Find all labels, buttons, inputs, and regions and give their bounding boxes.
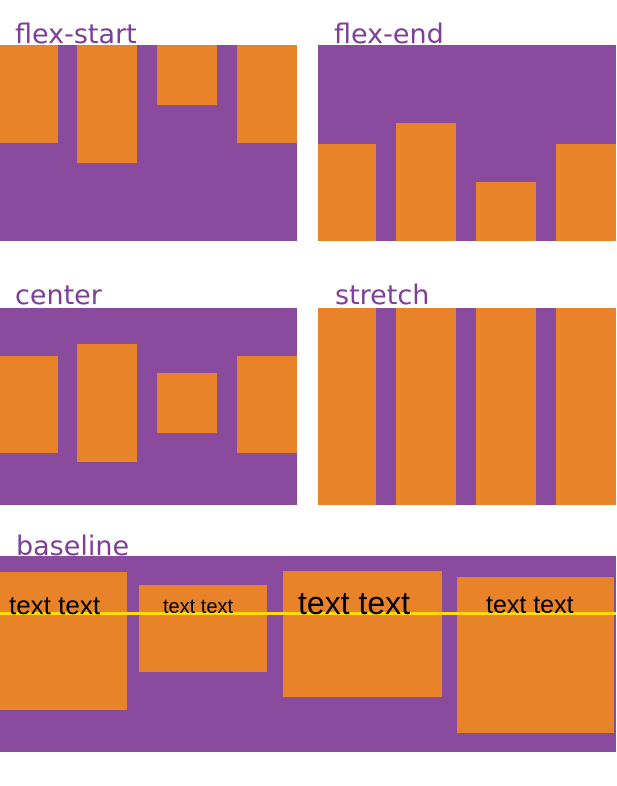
flex-item <box>77 344 137 462</box>
panel-heading-flex-start: flex-start <box>15 19 137 50</box>
panel-heading-center: center <box>15 280 102 311</box>
flex-item <box>396 123 456 241</box>
flex-container-flex-end <box>318 45 616 241</box>
flex-item <box>283 571 442 697</box>
flex-item <box>77 45 137 163</box>
flex-item <box>0 572 127 710</box>
flex-item <box>476 182 536 241</box>
flex-item <box>0 356 58 453</box>
panel-heading-stretch: stretch <box>335 280 430 311</box>
flex-item <box>556 308 616 505</box>
flex-item <box>157 373 217 433</box>
flex-item <box>237 45 297 143</box>
flex-item <box>0 45 58 143</box>
baseline-item-text: text text <box>298 585 411 621</box>
flex-item <box>318 308 376 505</box>
flex-item <box>396 308 456 505</box>
baseline-item-text: text text <box>486 591 574 619</box>
flex-item <box>556 144 616 241</box>
flex-item <box>457 577 614 733</box>
flex-container-baseline: text text text text text text text text <box>0 556 616 752</box>
flex-item <box>237 356 297 453</box>
flex-item <box>476 308 536 505</box>
flex-container-center <box>0 308 297 505</box>
panel-heading-baseline: baseline <box>16 531 130 562</box>
baseline-item-text: text text <box>163 596 234 618</box>
flex-container-stretch <box>318 308 616 505</box>
baseline-item-text: text text <box>9 590 101 620</box>
flex-container-flex-start <box>0 45 297 241</box>
flex-item <box>139 585 267 672</box>
flex-item <box>318 144 376 241</box>
flex-item <box>157 45 217 105</box>
baseline-indicator-line <box>0 612 616 615</box>
panel-heading-flex-end: flex-end <box>334 19 444 50</box>
